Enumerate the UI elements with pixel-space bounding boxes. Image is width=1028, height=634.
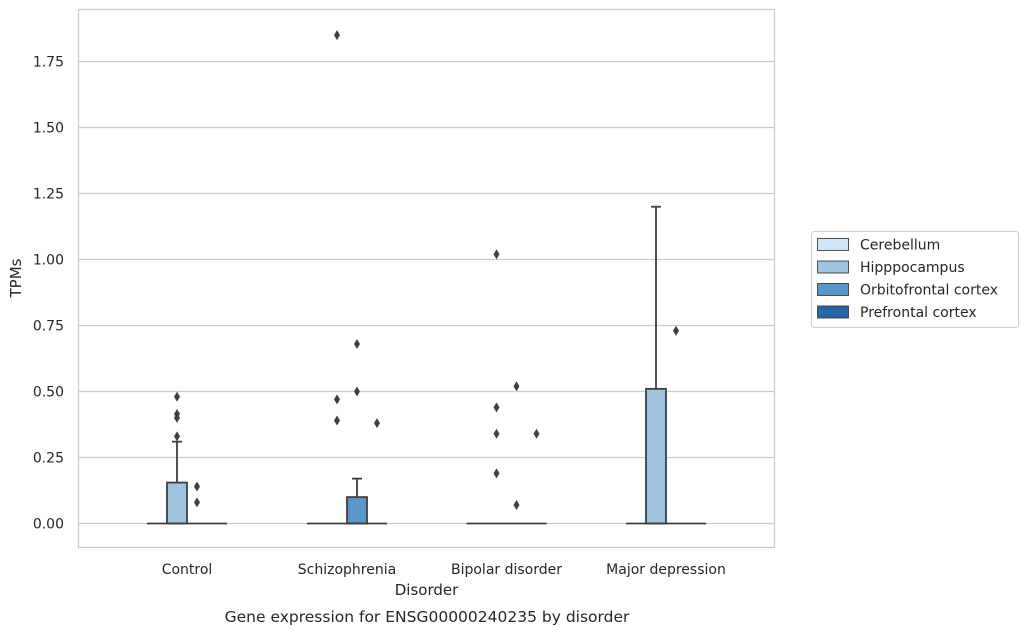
outlier-point (493, 468, 500, 479)
box-orbitofrontal-cortex (346, 338, 368, 525)
outlier-point (533, 428, 540, 439)
y-tick-label: 1.50 (33, 121, 64, 137)
box-orbitofrontal-cortex (506, 381, 527, 525)
box-orbitofrontal-cortex (666, 325, 686, 525)
outlier-point (513, 381, 520, 392)
y-tick-label: 1.00 (33, 253, 64, 269)
grid-lines (78, 60, 775, 525)
x-axis-title: Disorder (395, 581, 459, 599)
outlier-point (174, 408, 180, 419)
legend-label: Cerebellum (860, 238, 940, 254)
outlier-point (493, 428, 500, 439)
box-prefrontal-cortex (526, 428, 547, 525)
box-layer (147, 30, 706, 525)
y-axis-title: TPMs (7, 258, 25, 298)
outlier-point (374, 418, 380, 429)
y-tick-label: 0.25 (33, 451, 64, 467)
outlier-point (334, 30, 340, 41)
legend-frame (811, 231, 1019, 328)
legend-items: Cerebellum Hipppocampus Orbitofrontal cort… (817, 238, 998, 321)
outlier-point (354, 386, 360, 397)
outlier-point (174, 431, 180, 442)
tick-labels: 0.00 0.25 0.50 0.75 1.00 1.25 1.50 1.75 Control S… (33, 55, 726, 579)
outlier-point (513, 500, 520, 511)
outlier-point (334, 394, 340, 405)
legend-swatch (817, 305, 849, 319)
box-iqr (645, 387, 667, 525)
box-orbitofrontal-cortex (187, 481, 207, 525)
outlier-point (334, 415, 340, 426)
outlier-point (174, 391, 180, 402)
outlier-point (354, 338, 360, 349)
box-hipppocampus (645, 205, 667, 525)
y-tick-label: 0.50 (33, 385, 64, 401)
box-iqr (346, 496, 368, 525)
x-tick-label: Major depression (606, 562, 726, 578)
legend-label: Hipppocampus (860, 260, 965, 276)
outlier-point (194, 481, 200, 492)
legend-swatch (817, 238, 849, 251)
legend: Cerebellum Hipppocampus Orbitofrontal cort… (811, 231, 1019, 328)
figure-caption: Gene expression for ENSG00000240235 by d… (225, 608, 630, 626)
box-hipppocampus (327, 30, 347, 525)
outlier-point (673, 325, 679, 336)
box-hipppocampus (166, 391, 188, 525)
box-iqr (166, 481, 188, 525)
plot-area-frame (77, 8, 776, 549)
outlier-point (493, 249, 500, 260)
outlier-point (493, 402, 500, 413)
box-hipppocampus (486, 249, 507, 525)
x-tick-label: Schizophrenia (298, 562, 396, 578)
y-tick-label: 0.75 (33, 319, 64, 335)
box-prefrontal-cortex (367, 418, 387, 525)
y-tick-label: 1.25 (33, 187, 64, 203)
x-tick-label: Control (162, 562, 213, 578)
legend-label: Prefrontal cortex (860, 305, 977, 321)
outlier-point (194, 497, 200, 508)
legend-swatch (817, 260, 849, 274)
legend-label: Orbitofrontal cortex (860, 283, 998, 299)
x-tick-label: Bipolar disorder (451, 562, 562, 578)
y-tick-label: 1.75 (33, 55, 64, 71)
legend-swatch (817, 283, 849, 296)
y-tick-label: 0.00 (33, 517, 64, 533)
